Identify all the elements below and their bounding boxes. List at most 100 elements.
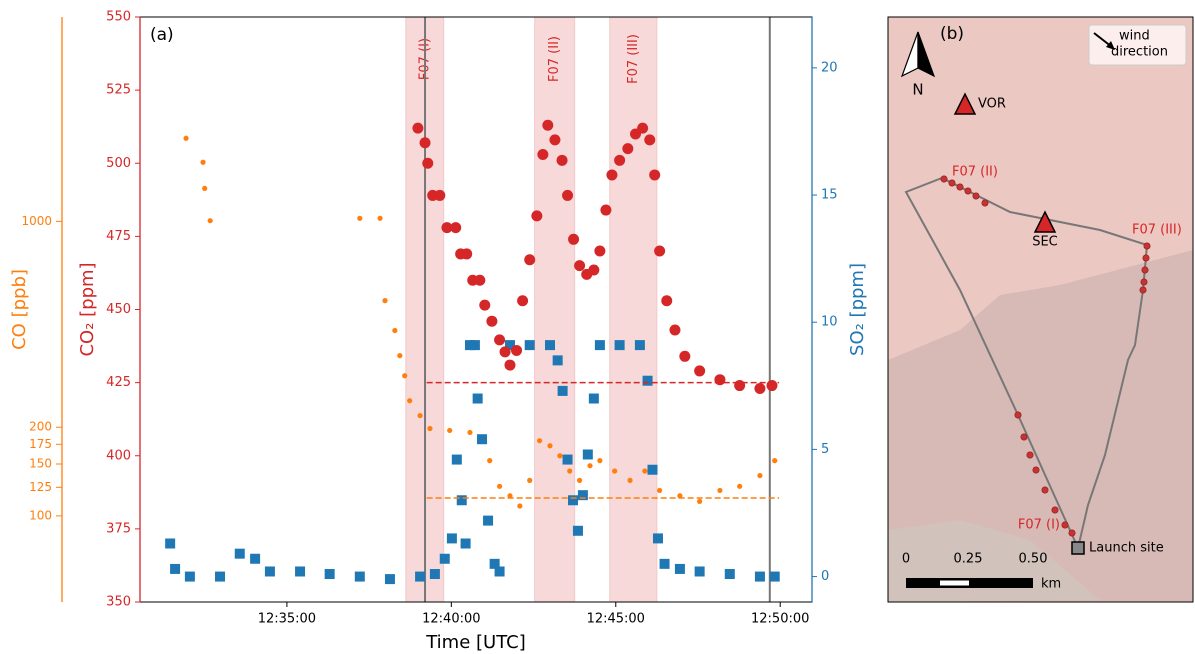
data-point: [754, 383, 765, 394]
data-point: [669, 324, 680, 335]
site-label: SEC: [1032, 235, 1058, 250]
data-point: [427, 426, 432, 431]
data-point: [588, 265, 599, 276]
y-tick-label: 450: [106, 302, 131, 317]
highlight-span: [535, 17, 575, 602]
data-point: [497, 484, 502, 489]
y3-tick-label: 150: [29, 457, 52, 471]
data-point: [412, 123, 423, 134]
y2-tick-label: 10: [821, 315, 838, 330]
data-point: [355, 572, 365, 582]
y2-tick-label: 15: [821, 188, 838, 203]
data-point: [202, 186, 207, 191]
data-point: [452, 455, 462, 465]
data-point: [612, 468, 617, 473]
data-point: [694, 365, 705, 376]
data-point: [495, 566, 505, 576]
data-point: [524, 254, 535, 265]
data-point: [420, 137, 431, 148]
data-point: [574, 260, 585, 271]
data-point: [757, 473, 762, 478]
data-point: [558, 386, 568, 396]
data-point: [447, 533, 457, 543]
data-point: [461, 539, 471, 549]
flight-label: F07 (I): [1018, 518, 1060, 533]
data-point: [385, 574, 395, 584]
data-point: [577, 478, 582, 483]
data-point: [595, 340, 605, 350]
scale-bar: [940, 581, 969, 586]
data-point: [450, 222, 461, 233]
data-point: [589, 394, 599, 404]
data-point: [215, 572, 225, 582]
data-point: [615, 340, 625, 350]
data-point: [479, 300, 490, 311]
data-point: [265, 566, 275, 576]
plot-frame: [140, 17, 812, 602]
data-point: [407, 398, 412, 403]
data-point: [649, 169, 660, 180]
data-point: [377, 216, 382, 221]
legend-text: direction: [1111, 45, 1168, 60]
scale-label: 0.25: [954, 552, 983, 567]
y-axis-label: CO₂ [ppm]: [77, 262, 98, 356]
data-point: [654, 246, 665, 257]
data-point: [417, 413, 422, 418]
y-tick-label: 500: [106, 156, 131, 171]
data-point: [557, 453, 562, 458]
data-point: [397, 353, 402, 358]
site-marker: [1072, 542, 1084, 554]
data-point: [734, 380, 745, 391]
data-point: [402, 373, 407, 378]
span-label: F07 (II): [547, 36, 562, 82]
data-point: [440, 554, 450, 564]
legend-text: wind: [1119, 29, 1150, 44]
data-point: [737, 484, 742, 489]
data-point: [772, 458, 777, 463]
y2-tick-label: 0: [821, 569, 829, 584]
data-point: [594, 246, 605, 257]
data-point: [504, 360, 515, 371]
panel-label: (b): [940, 24, 964, 44]
data-point: [661, 295, 672, 306]
data-point: [517, 295, 528, 306]
y-tick-label: 400: [106, 448, 131, 463]
y-tick-label: 475: [106, 229, 131, 244]
data-point: [568, 495, 578, 505]
flight-label: F07 (II): [952, 165, 998, 180]
data-point: [568, 234, 579, 245]
panel-a: F07 (I)F07 (II)F07 (III)3503754004254504…: [9, 10, 868, 654]
data-point: [542, 120, 553, 131]
data-point: [587, 463, 592, 468]
x-axis-label: Time [UTC]: [425, 632, 526, 653]
panel-label: (a): [150, 25, 174, 45]
data-point: [714, 374, 725, 385]
y2-tick-label: 20: [821, 60, 838, 75]
data-point: [644, 134, 655, 145]
y3-tick-label: 125: [29, 480, 52, 494]
highlight-span: [610, 17, 657, 602]
flight-label: F07 (III): [1132, 223, 1182, 238]
data-point: [597, 458, 602, 463]
data-point: [511, 345, 522, 356]
scale-unit: km: [1041, 577, 1061, 592]
data-point: [422, 158, 433, 169]
y2-axis-label: SO₂ [ppm]: [847, 263, 868, 356]
y-tick-label: 525: [106, 83, 131, 98]
data-point: [250, 554, 260, 564]
data-point: [583, 449, 593, 459]
data-point: [357, 216, 362, 221]
data-point: [295, 566, 305, 576]
site-label: Launch site: [1089, 541, 1164, 556]
x-tick-label: 12:50:00: [751, 612, 809, 627]
data-point: [467, 430, 472, 435]
data-point: [235, 549, 245, 559]
data-point: [537, 438, 542, 443]
data-point: [567, 468, 572, 473]
data-point: [434, 190, 445, 201]
data-point: [627, 478, 632, 483]
data-point: [415, 572, 425, 582]
data-point: [547, 443, 552, 448]
data-point: [755, 572, 765, 582]
data-point: [635, 340, 645, 350]
